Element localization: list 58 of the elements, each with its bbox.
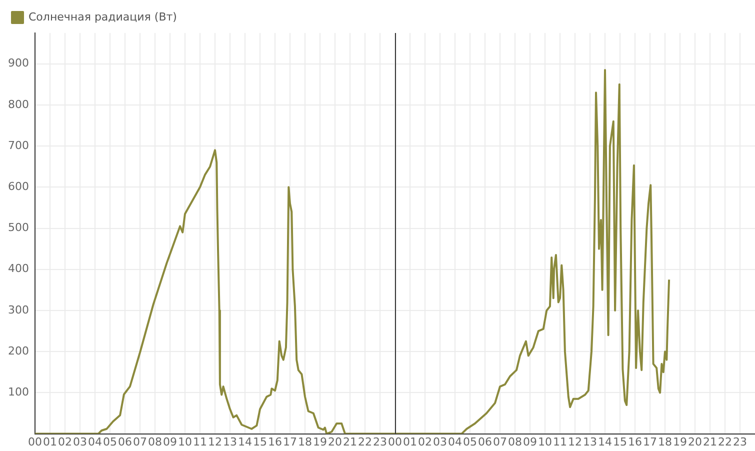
- x-tick-label: 05: [103, 435, 117, 448]
- x-tick-label: 11: [553, 435, 567, 448]
- y-tick-label: 300: [8, 303, 29, 316]
- x-tick-label: 17: [643, 435, 657, 448]
- x-tick-label: 20: [328, 435, 342, 448]
- y-tick-label: 800: [8, 98, 29, 111]
- x-tick-label: 15: [253, 435, 267, 448]
- x-tick-label: 07: [493, 435, 507, 448]
- x-tick-label: 06: [478, 435, 492, 448]
- x-tick-label: 10: [178, 435, 192, 448]
- x-tick-label: 04: [448, 435, 462, 448]
- x-tick-label: 01: [43, 435, 57, 448]
- x-tick-label: 18: [658, 435, 672, 448]
- x-tick-label: 16: [628, 435, 642, 448]
- x-tick-label: 22: [358, 435, 372, 448]
- x-tick-label: 10: [538, 435, 552, 448]
- y-tick-label: 100: [8, 386, 29, 399]
- x-tick-label: 13: [583, 435, 597, 448]
- x-tick-label: 22: [718, 435, 732, 448]
- x-tick-label: 05: [463, 435, 477, 448]
- x-tick-label: 00: [388, 435, 402, 448]
- x-tick-label: 02: [418, 435, 432, 448]
- y-tick-label: 500: [8, 221, 29, 234]
- y-tick-label: 200: [8, 344, 29, 358]
- x-tick-label: 19: [313, 435, 327, 448]
- x-tick-label: 15: [613, 435, 627, 448]
- x-tick-label: 09: [523, 435, 537, 448]
- x-tick-label: 09: [163, 435, 177, 448]
- x-tick-label: 23: [733, 435, 747, 448]
- x-tick-label: 21: [703, 435, 717, 448]
- x-tick-label: 11: [193, 435, 207, 448]
- x-tick-label: 20: [688, 435, 702, 448]
- x-tick-label: 01: [403, 435, 417, 448]
- x-tick-label: 17: [283, 435, 297, 448]
- y-tick-label: 400: [8, 262, 29, 276]
- x-tick-label: 03: [73, 435, 87, 448]
- x-tick-label: 13: [223, 435, 237, 448]
- x-tick-label: 16: [268, 435, 282, 448]
- x-tick-label: 07: [133, 435, 147, 448]
- x-tick-label: 21: [343, 435, 357, 448]
- x-tick-label: 03: [433, 435, 447, 448]
- x-tick-label: 08: [508, 435, 522, 448]
- x-tick-label: 14: [238, 435, 252, 448]
- x-tick-label: 00: [28, 435, 42, 448]
- y-tick-label: 900: [8, 56, 29, 70]
- x-tick-label: 23: [373, 435, 387, 448]
- x-tick-label: 12: [568, 435, 582, 448]
- legend-label: Солнечная радиация (Вт): [28, 10, 177, 24]
- y-tick-label: 600: [8, 180, 29, 194]
- x-tick-label: 08: [148, 435, 162, 448]
- x-tick-label: 04: [88, 435, 102, 448]
- x-tick-label: 18: [298, 435, 312, 448]
- x-tick-label: 06: [118, 435, 132, 448]
- y-tick-label: 700: [8, 138, 29, 152]
- x-tick-label: 02: [58, 435, 72, 448]
- x-tick-label: 19: [673, 435, 687, 448]
- x-tick-label: 14: [598, 435, 612, 448]
- x-tick-label: 12: [208, 435, 222, 448]
